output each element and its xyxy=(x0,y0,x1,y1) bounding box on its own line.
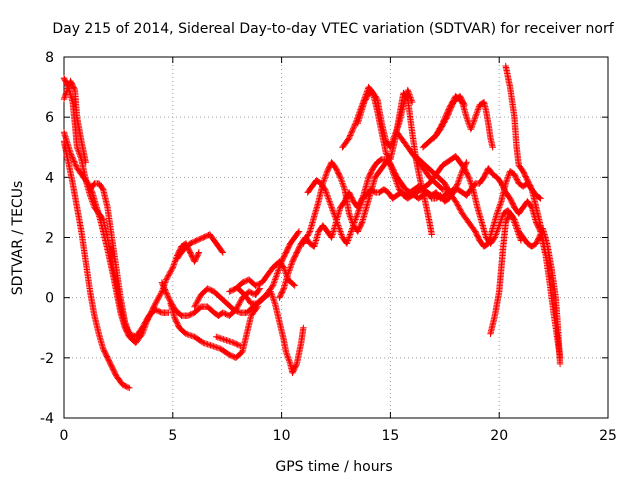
data-marker-track xyxy=(502,62,564,361)
data-points xyxy=(60,62,564,392)
series-track-u xyxy=(430,92,468,142)
x-axis-label: GPS time / hours xyxy=(275,459,392,475)
y-tick-label: 6 xyxy=(45,110,54,126)
x-tick-label: 20 xyxy=(490,428,508,444)
data-marker-track xyxy=(430,92,468,142)
series-track-w xyxy=(502,62,564,361)
x-tick-label: 25 xyxy=(599,428,617,444)
data-marker-track xyxy=(174,231,226,262)
data-marker-track xyxy=(167,300,261,361)
data-marker-track xyxy=(86,180,172,340)
chart-title: Day 215 of 2014, Sidereal Day-to-day VTE… xyxy=(52,21,614,37)
y-tick-label: -4 xyxy=(40,411,54,427)
series-track-e xyxy=(86,180,172,340)
y-tick-label: 8 xyxy=(45,50,54,66)
series-track-s xyxy=(409,150,544,250)
data-marker-track xyxy=(304,153,525,247)
y-tick-label: 4 xyxy=(45,170,54,186)
x-tick-label: 0 xyxy=(60,428,69,444)
series-track-b xyxy=(60,138,133,392)
axis-ticks xyxy=(63,56,609,419)
series-track-d xyxy=(60,77,89,166)
y-tick-label: 2 xyxy=(45,231,54,247)
data-marker-track xyxy=(419,92,496,151)
data-marker-track xyxy=(487,210,564,368)
grid xyxy=(64,57,608,418)
series-track-g xyxy=(167,300,261,361)
data-marker-track xyxy=(158,279,263,319)
data-marker-track xyxy=(60,77,89,166)
y-tick-label: -2 xyxy=(40,351,54,367)
y-tick-label: 0 xyxy=(45,291,54,307)
series-track-f xyxy=(158,279,263,319)
series-track-l xyxy=(234,285,307,377)
series-track-j xyxy=(213,333,244,349)
tick-labels: 0 5 10 15 20 25 -4 -2 0 2 4 6 8 xyxy=(40,50,617,444)
data-marker-track xyxy=(213,333,244,349)
y-axis-label: SDTVAR / TECUs xyxy=(10,181,26,296)
data-marker-track xyxy=(60,138,133,392)
series-track-v xyxy=(487,210,564,368)
x-tick-label: 5 xyxy=(168,428,177,444)
series-track-o xyxy=(304,153,525,247)
series-track-h xyxy=(174,231,226,262)
x-tick-label: 10 xyxy=(273,428,291,444)
data-marker-track xyxy=(409,150,544,250)
series-track-t xyxy=(419,92,496,151)
x-tick-label: 15 xyxy=(381,428,399,444)
data-marker-track xyxy=(234,285,307,377)
